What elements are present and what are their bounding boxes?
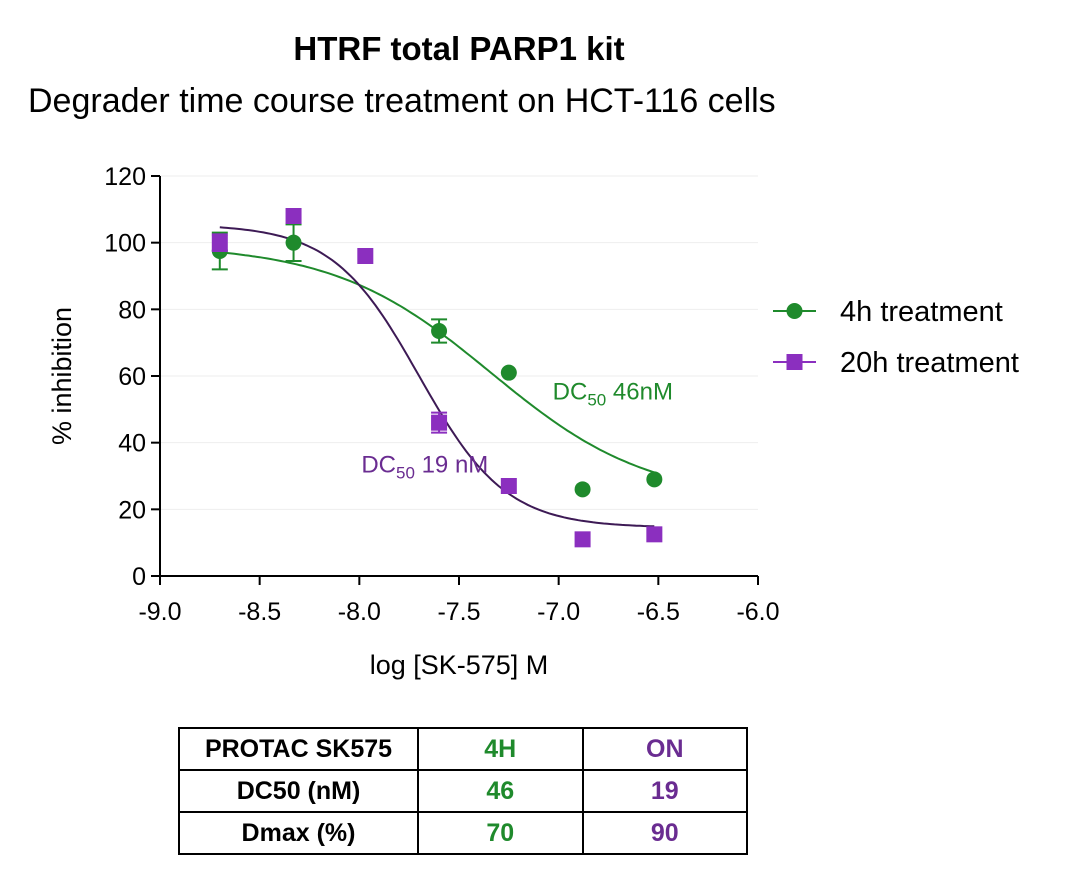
data-point-4h — [500, 364, 517, 381]
table-header-row: PROTAC SK575 4H ON — [178, 727, 748, 771]
data-point-20h — [211, 234, 228, 251]
y-tick-label: 40 — [118, 430, 146, 458]
y-tick-label: 60 — [118, 363, 146, 391]
table-header-cell: PROTAC SK575 — [178, 727, 419, 771]
table-cell: 46 — [417, 769, 584, 813]
dose-response-chart: 0 20 40 60 80 100 120 -9.0 -8.5 -8.0 -7.5 -7.0 -6.5 -… — [47, 163, 1019, 680]
table-header-cell: 4H — [417, 727, 584, 771]
data-point-4h — [646, 471, 663, 488]
legend-label: 20h treatment — [840, 347, 1019, 379]
axis-labels: 0 20 40 60 80 100 120 -9.0 -8.5 -8.0 -7.5 -7.0 -6.5 -… — [47, 163, 780, 680]
table-cell: 90 — [581, 811, 748, 855]
dc50-annotation: DC50 19 nM — [361, 452, 488, 483]
table-cell: 19 — [581, 769, 748, 813]
y-tick-label: 120 — [104, 163, 146, 191]
x-tick-label: -8.0 — [338, 598, 381, 626]
axes — [151, 175, 759, 585]
legend-label: 4h treatment — [840, 296, 1003, 328]
data-point-20h — [646, 526, 663, 543]
table-cell: 70 — [417, 811, 584, 855]
chart-subtitle: Degrader time course treatment on HCT-11… — [28, 82, 776, 120]
y-tick-label: 100 — [104, 230, 146, 258]
data-point-4h — [574, 481, 591, 498]
y-tick-label: 20 — [118, 496, 146, 524]
data-point-20h — [574, 531, 591, 548]
table-row: Dmax (%) 70 90 — [178, 811, 748, 855]
y-tick-label: 0 — [132, 563, 146, 591]
legend-marker-circle — [786, 303, 803, 319]
data-point-20h — [285, 208, 302, 224]
grid-lines — [160, 175, 758, 510]
x-axis-label: log [SK-575] M — [370, 650, 549, 680]
x-tick-label: -7.0 — [537, 598, 580, 626]
table-header-cell: ON — [581, 727, 748, 771]
fit-curve-4h — [219, 251, 655, 474]
data-points — [211, 208, 663, 548]
x-tick-label: -7.5 — [437, 598, 480, 626]
legend-marker-square — [786, 354, 803, 370]
legend: 4h treatment 20h treatment — [773, 296, 1019, 379]
y-axis-label: % inhibition — [47, 307, 77, 445]
data-point-20h — [500, 478, 517, 494]
fit-curves — [219, 226, 655, 528]
x-tick-label: -6.0 — [736, 598, 779, 626]
x-tick-label: -9.0 — [138, 598, 181, 626]
dc50-annotation: DC50 46nM — [553, 378, 673, 409]
data-point-4h — [431, 323, 448, 339]
table-cell: Dmax (%) — [178, 811, 419, 855]
fit-curve-20h — [219, 226, 655, 528]
data-point-4h — [285, 234, 302, 251]
summary-table: PROTAC SK575 4H ON DC50 (nM) 46 19 Dmax … — [178, 727, 748, 855]
data-point-20h — [431, 414, 448, 431]
chart-title: HTRF total PARP1 kit — [293, 30, 625, 67]
table-cell: DC50 (nM) — [178, 769, 419, 813]
table-row: DC50 (nM) 46 19 — [178, 769, 748, 813]
x-tick-label: -8.5 — [238, 598, 281, 626]
x-tick-label: -6.5 — [637, 598, 680, 626]
y-tick-label: 80 — [118, 296, 146, 324]
data-point-20h — [357, 248, 374, 264]
